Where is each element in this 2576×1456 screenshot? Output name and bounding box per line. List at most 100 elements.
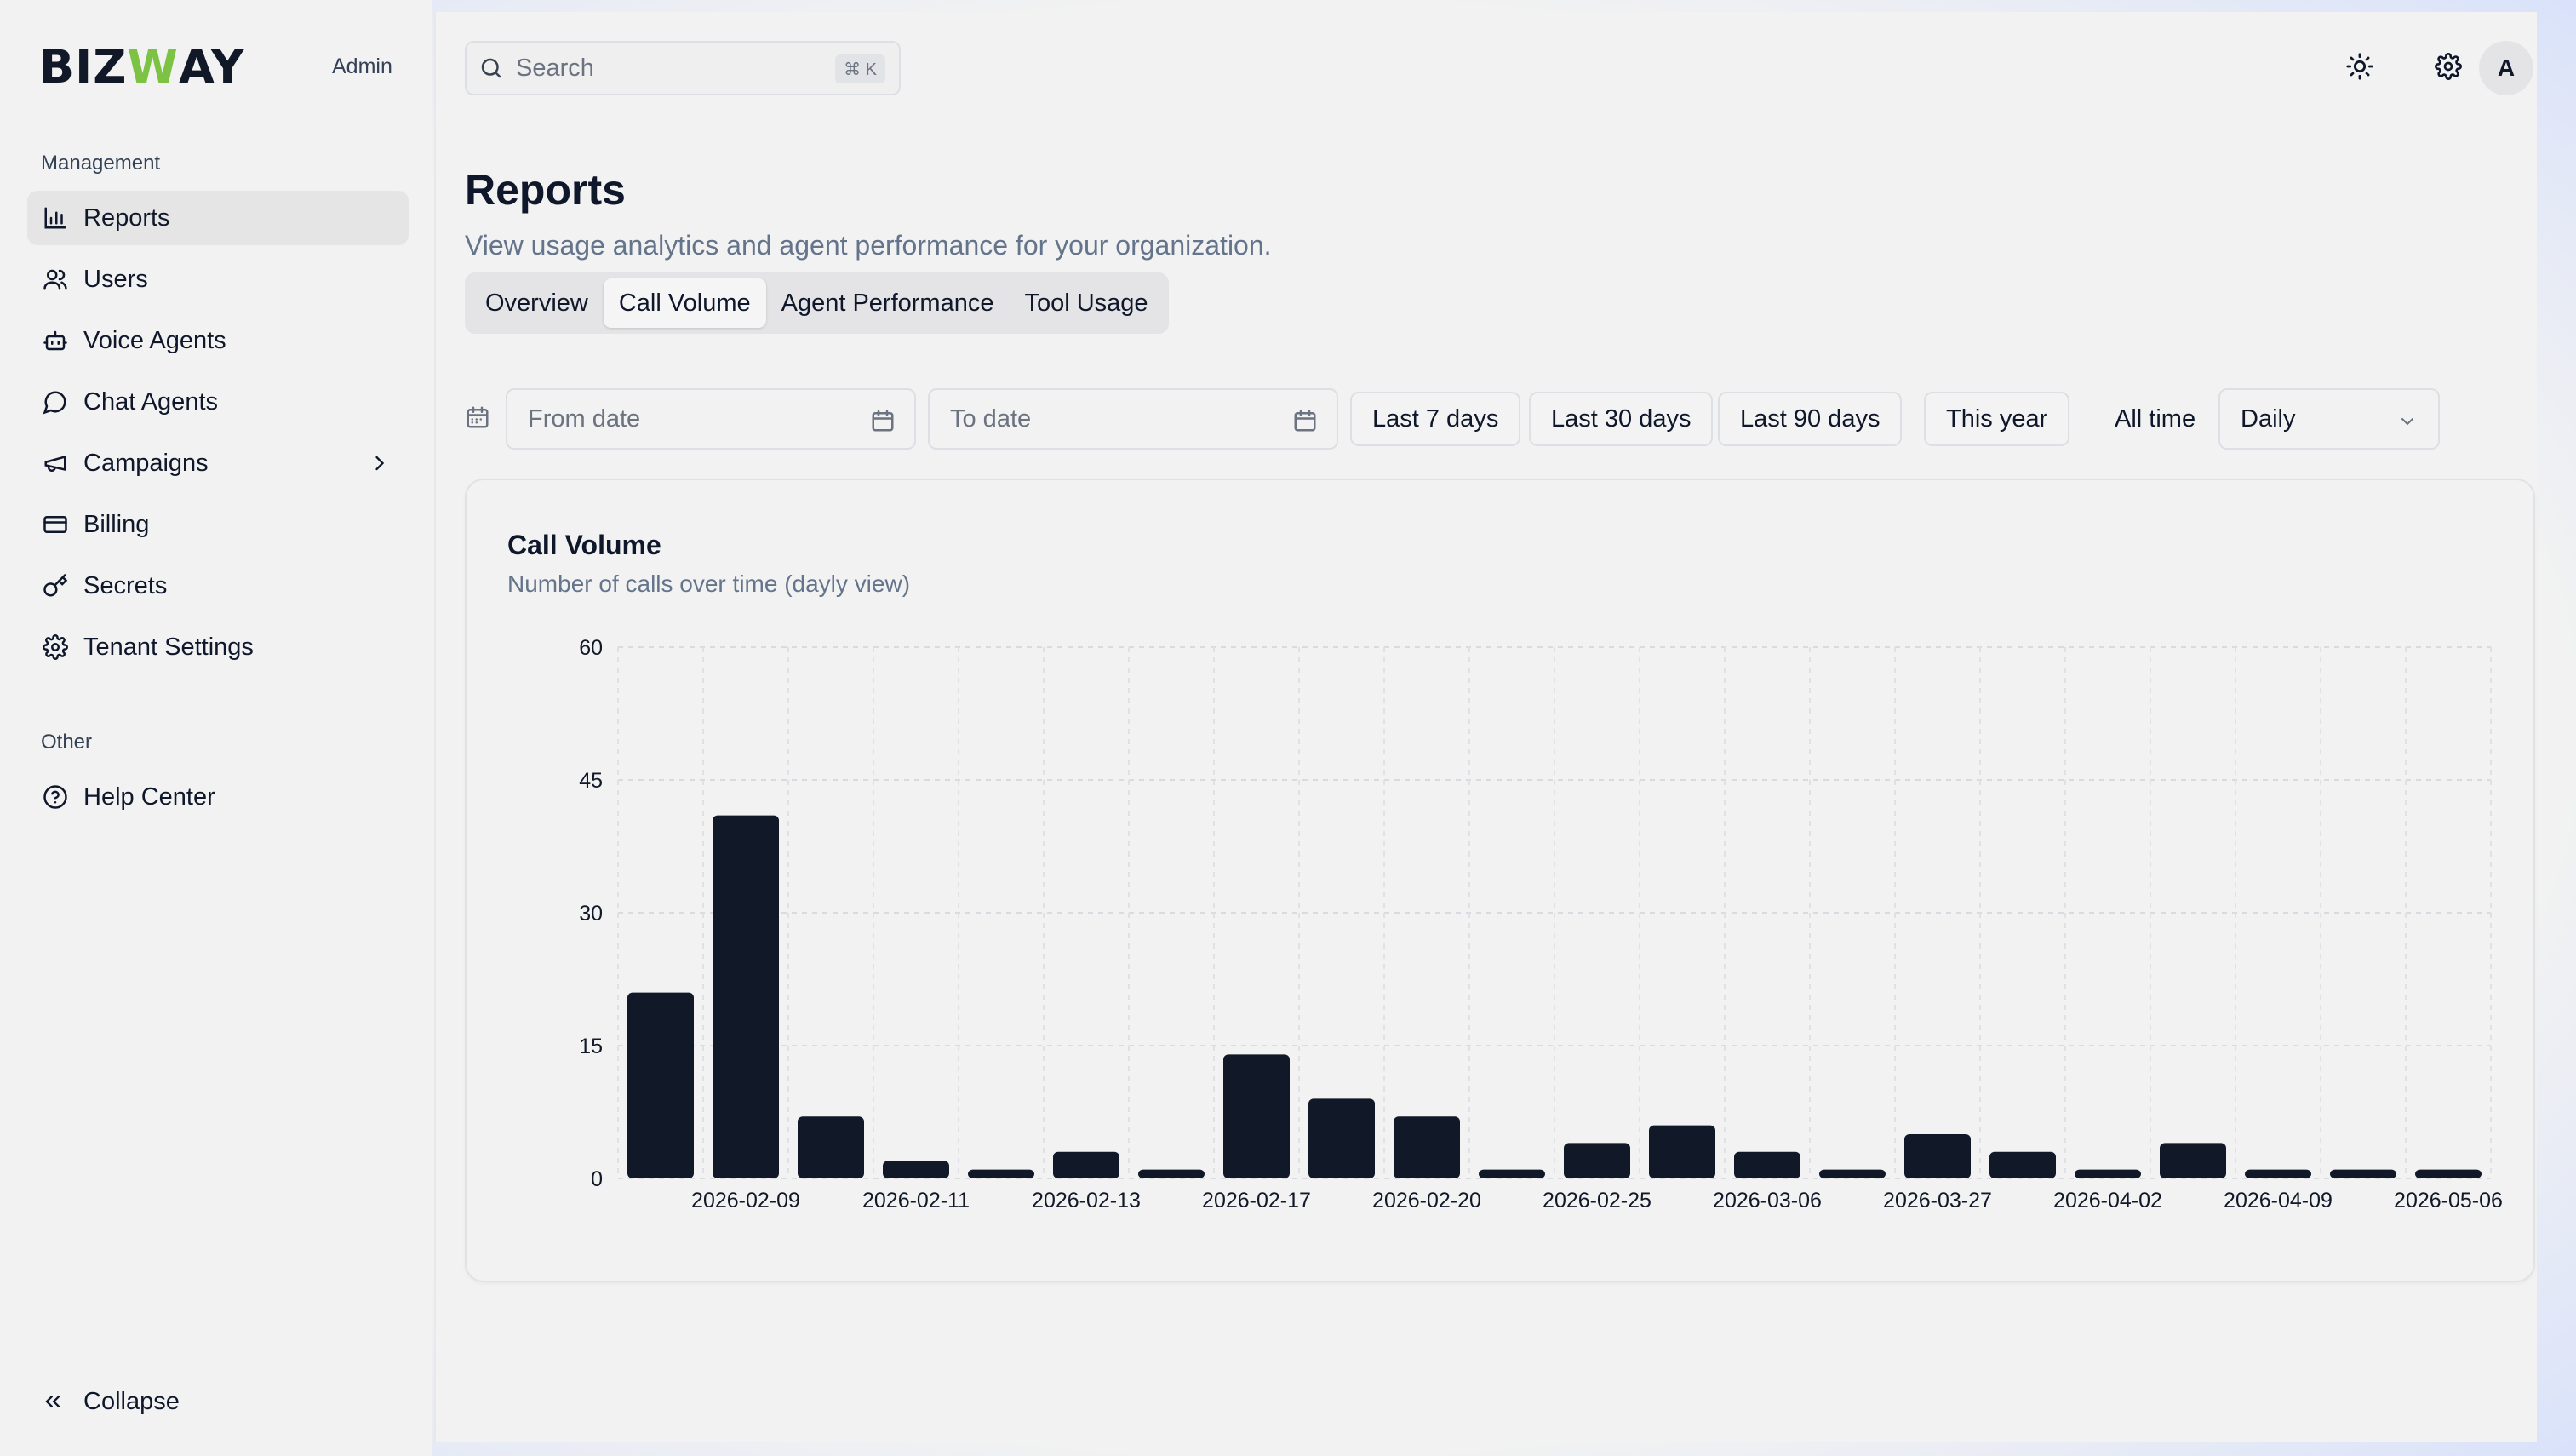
- bar: [713, 815, 779, 1178]
- bar: [1649, 1125, 1715, 1178]
- sidebar-item-billing[interactable]: Billing: [27, 497, 409, 552]
- bar: [1138, 1169, 1205, 1178]
- y-tick-label: 0: [591, 1167, 603, 1191]
- credit-card-icon: [41, 510, 70, 539]
- sidebar-item-secrets[interactable]: Secrets: [27, 559, 409, 613]
- bar: [2075, 1169, 2141, 1178]
- section-label-other: Other: [41, 731, 93, 754]
- call-volume-card: Call Volume Number of calls over time (d…: [465, 479, 2535, 1282]
- section-label-management: Management: [41, 152, 161, 175]
- search-input[interactable]: Search ⌘ K: [465, 41, 901, 95]
- bar: [1223, 1054, 1290, 1178]
- calendar-icon[interactable]: [1292, 407, 1318, 434]
- settings-button[interactable]: [2421, 41, 2476, 95]
- tab-agent-performance[interactable]: Agent Performance: [781, 289, 994, 317]
- main-content: Search ⌘ K A Reports View usage analytic…: [434, 12, 2537, 1442]
- sidebar: BIZ W AY Admin Management Reports Users Vo…: [0, 0, 432, 1456]
- x-tick-label: 2026-03-06: [1713, 1189, 1822, 1212]
- x-tick-label: 2026-02-11: [862, 1189, 970, 1212]
- range-last-90-days-button[interactable]: Last 90 days: [1718, 392, 1903, 446]
- bar: [1308, 1098, 1375, 1178]
- bar: [627, 992, 694, 1178]
- page-subtitle: View usage analytics and agent performan…: [465, 230, 1272, 261]
- sidebar-item-chat-agents[interactable]: Chat Agents: [27, 375, 409, 429]
- x-tick-label: 2026-03-27: [1883, 1189, 1992, 1212]
- sidebar-item-voice-agents[interactable]: Voice Agents: [27, 313, 409, 368]
- bar-chart-icon: [41, 203, 70, 232]
- role-label: Admin: [332, 54, 392, 78]
- from-date-input[interactable]: From date: [506, 388, 916, 450]
- x-tick-label: 2026-04-09: [2224, 1189, 2333, 1212]
- key-icon: [41, 571, 70, 600]
- sidebar-item-help-center[interactable]: Help Center: [27, 770, 409, 824]
- y-tick-label: 30: [579, 902, 603, 926]
- sidebar-item-reports[interactable]: Reports: [27, 191, 409, 245]
- sidebar-item-label: Billing: [83, 510, 150, 538]
- bar: [1479, 1169, 1545, 1178]
- x-tick-label: 2026-02-13: [1032, 1189, 1141, 1212]
- gear-icon: [2435, 52, 2462, 84]
- tab-call-volume[interactable]: Call Volume: [603, 278, 766, 328]
- bar: [1053, 1151, 1119, 1178]
- sidebar-item-campaigns[interactable]: Campaigns: [27, 436, 409, 490]
- bar: [968, 1169, 1034, 1178]
- bot-icon: [41, 326, 70, 355]
- to-date-placeholder: To date: [950, 404, 1032, 433]
- range-all-time-button[interactable]: All time: [2115, 404, 2196, 433]
- sidebar-item-label: Help Center: [83, 782, 215, 811]
- user-avatar[interactable]: A: [2479, 41, 2533, 95]
- chevron-right-icon[interactable]: [368, 451, 392, 475]
- collapse-button[interactable]: Collapse: [41, 1381, 180, 1422]
- chevrons-left-icon: [41, 1390, 70, 1413]
- x-tick-label: 2026-04-02: [2053, 1189, 2162, 1212]
- bar: [1394, 1116, 1460, 1178]
- bizway-logo[interactable]: BIZ W AY: [39, 39, 245, 94]
- bar: [1734, 1151, 1800, 1178]
- megaphone-icon: [41, 449, 70, 478]
- sun-icon: [2345, 52, 2374, 85]
- sidebar-item-label: Campaigns: [83, 449, 209, 477]
- sidebar-item-label: Users: [83, 265, 148, 293]
- gear-icon: [41, 633, 70, 662]
- sidebar-item-tenant-settings[interactable]: Tenant Settings: [27, 620, 409, 674]
- sidebar-item-label: Voice Agents: [83, 326, 226, 354]
- range-last-7-days-button[interactable]: Last 7 days: [1350, 392, 1521, 446]
- search-icon: [478, 55, 506, 81]
- tab-tool-usage[interactable]: Tool Usage: [1024, 289, 1148, 317]
- range-this-year-button[interactable]: This year: [1924, 392, 2070, 446]
- bar: [2245, 1169, 2311, 1178]
- sidebar-item-label: Chat Agents: [83, 387, 218, 416]
- chart-title: Call Volume: [507, 530, 661, 560]
- calendar-icon: [465, 404, 490, 433]
- users-icon: [41, 265, 70, 294]
- tab-overview[interactable]: Overview: [485, 289, 588, 317]
- collapse-label: Collapse: [83, 1387, 180, 1415]
- from-date-placeholder: From date: [528, 404, 641, 433]
- x-tick-label: 2026-05-06: [2394, 1189, 2503, 1212]
- x-tick-label: 2026-02-09: [691, 1189, 800, 1212]
- bar: [883, 1161, 949, 1178]
- search-shortcut-badge: ⌘ K: [835, 54, 885, 83]
- bar: [2330, 1169, 2396, 1178]
- to-date-input[interactable]: To date: [928, 388, 1338, 450]
- sidebar-item-users[interactable]: Users: [27, 252, 409, 307]
- sidebar-item-label: Reports: [83, 203, 170, 232]
- range-last-30-days-button[interactable]: Last 30 days: [1529, 392, 1714, 446]
- calendar-icon[interactable]: [870, 407, 896, 434]
- bar: [798, 1116, 864, 1178]
- chart-subtitle: Number of calls over time (dayly view): [507, 570, 911, 597]
- sidebar-item-label: Tenant Settings: [83, 633, 254, 661]
- theme-toggle-button[interactable]: [2333, 41, 2387, 95]
- y-tick-label: 60: [579, 636, 603, 660]
- y-tick-label: 45: [579, 769, 603, 793]
- granularity-select[interactable]: Daily: [2218, 388, 2440, 450]
- message-icon: [41, 387, 70, 416]
- bar: [2415, 1169, 2482, 1178]
- call-volume-bar-chart: 0 15 30 45 60 2026-02-09 2026-02-11 2026-02-13 2…: [579, 636, 2503, 1212]
- x-tick-label: 2026-02-20: [1372, 1189, 1481, 1212]
- granularity-value: Daily: [2241, 404, 2296, 433]
- y-tick-label: 15: [579, 1035, 603, 1058]
- bar: [1564, 1143, 1630, 1178]
- page-title: Reports: [465, 166, 626, 214]
